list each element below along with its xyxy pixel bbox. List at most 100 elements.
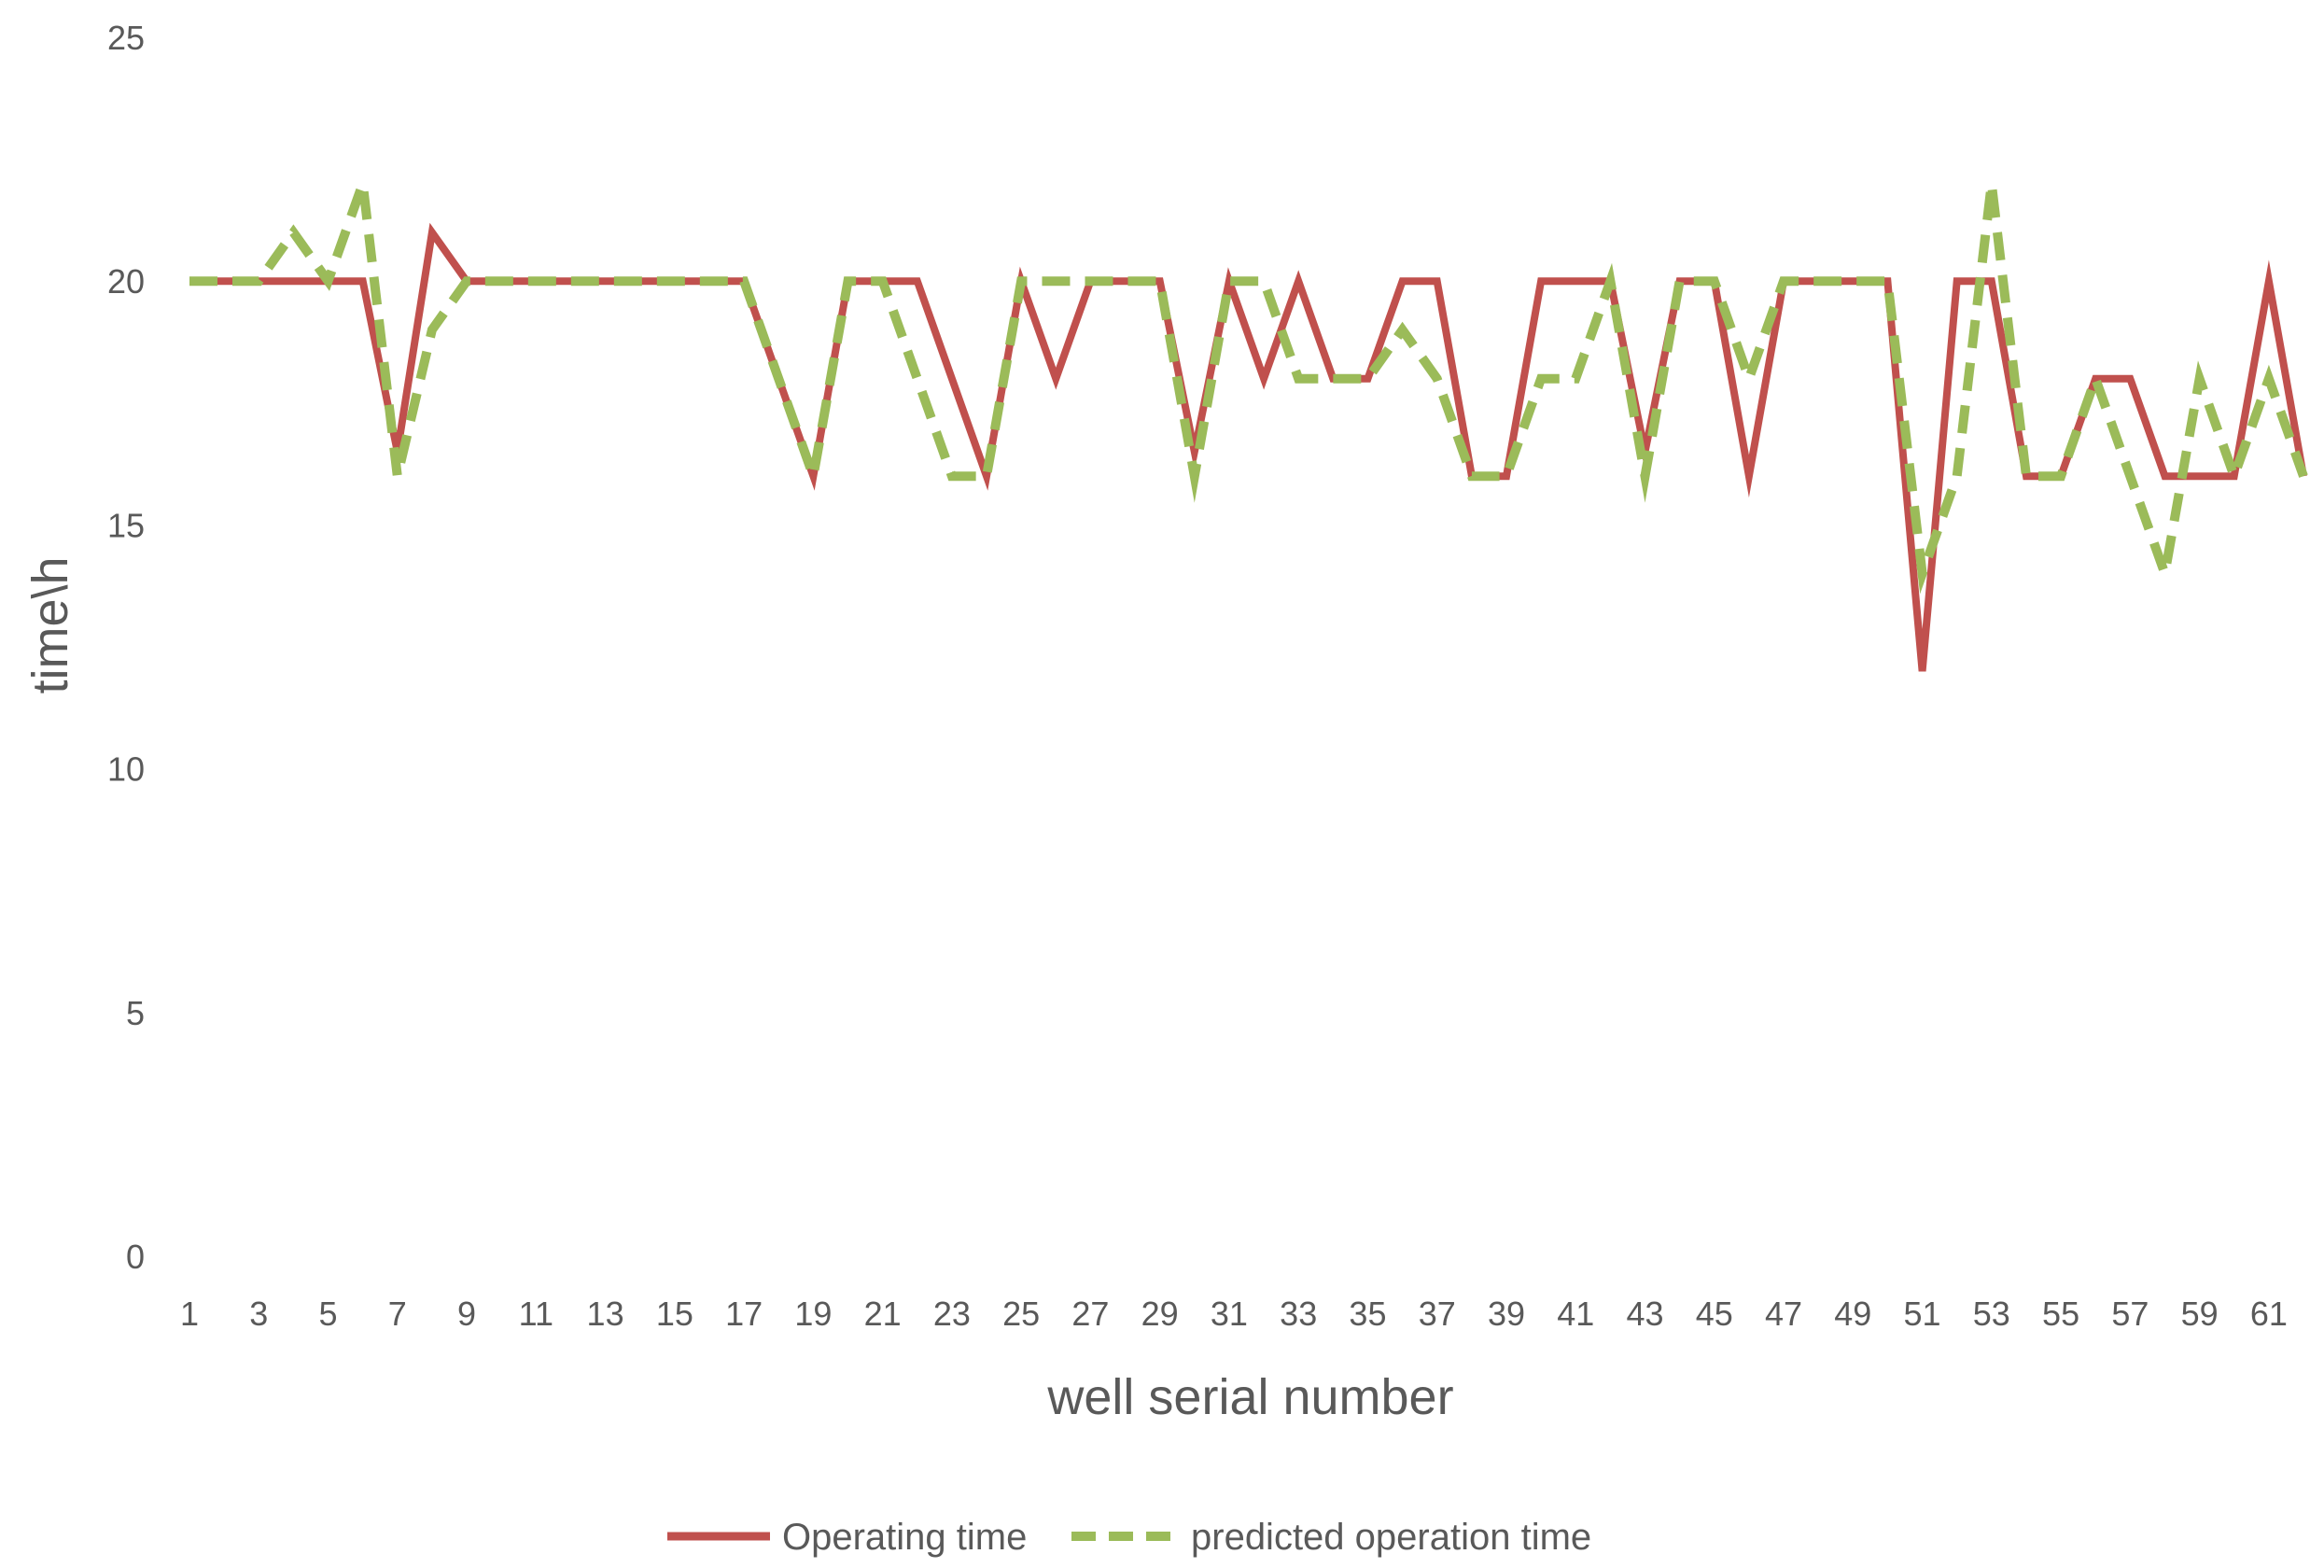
x-tick-label: 1 — [180, 1295, 199, 1333]
x-tick-label: 61 — [2250, 1295, 2288, 1333]
data-point-predicted-operation-time — [498, 278, 504, 284]
x-tick-label: 59 — [2181, 1295, 2219, 1333]
y-tick-label: 5 — [126, 994, 145, 1032]
data-point-operating-time — [1989, 278, 1995, 284]
x-tick-label: 41 — [1557, 1295, 1594, 1333]
data-point-operating-time — [1920, 668, 1925, 674]
data-point-predicted-operation-time — [1018, 278, 1024, 284]
y-tick-label: 10 — [107, 750, 145, 789]
data-point-predicted-operation-time — [1989, 181, 1995, 187]
x-tick-label: 29 — [1141, 1295, 1179, 1333]
data-point-predicted-operation-time — [1746, 376, 1752, 382]
x-tick-label: 19 — [794, 1295, 832, 1333]
data-point-predicted-operation-time — [707, 278, 712, 284]
x-tick-label: 45 — [1696, 1295, 1733, 1333]
y-axis-ticks: 0 5 10 15 20 25 — [107, 19, 145, 1276]
data-point-operating-time — [2266, 278, 2272, 284]
data-point-predicted-operation-time — [880, 278, 886, 284]
x-tick-label: 49 — [1834, 1295, 1871, 1333]
data-point-operating-time — [1954, 278, 1960, 284]
data-point-predicted-operation-time — [2266, 376, 2272, 382]
data-point-predicted-operation-time — [776, 376, 781, 382]
data-point-predicted-operation-time — [533, 278, 539, 284]
data-point-predicted-operation-time — [1643, 473, 1648, 479]
data-point-predicted-operation-time — [1538, 376, 1544, 382]
x-tick-label: 43 — [1626, 1295, 1663, 1333]
data-point-predicted-operation-time — [1712, 278, 1717, 284]
data-point-predicted-operation-time — [1400, 327, 1406, 332]
data-point-predicted-operation-time — [1815, 278, 1821, 284]
x-tick-label: 7 — [388, 1295, 407, 1333]
data-point-operating-time — [1192, 449, 1197, 455]
data-point-operating-time — [2127, 376, 2133, 382]
data-point-operating-time — [290, 278, 296, 284]
data-point-predicted-operation-time — [1435, 376, 1440, 382]
data-point-predicted-operation-time — [846, 278, 851, 284]
x-tick-label: 37 — [1419, 1295, 1456, 1333]
data-point-predicted-operation-time — [1884, 278, 1890, 284]
data-point-predicted-operation-time — [810, 473, 816, 479]
data-point-predicted-operation-time — [1330, 376, 1336, 382]
legend-label-operating-time: Operating time — [782, 1517, 1027, 1558]
data-point-operating-time — [1746, 473, 1752, 479]
x-tick-label: 51 — [1904, 1295, 1941, 1333]
data-point-operating-time — [2163, 473, 2168, 479]
data-point-predicted-operation-time — [1781, 278, 1786, 284]
x-tick-label: 25 — [1002, 1295, 1040, 1333]
data-point-predicted-operation-time — [567, 278, 573, 284]
data-point-predicted-operation-time — [1850, 278, 1855, 284]
data-point-predicted-operation-time — [603, 278, 609, 284]
data-point-predicted-operation-time — [949, 473, 955, 479]
data-point-predicted-operation-time — [2232, 473, 2237, 479]
data-point-predicted-operation-time — [1504, 473, 1509, 479]
data-point-operating-time — [949, 376, 955, 382]
x-tick-label: 11 — [519, 1295, 553, 1333]
data-point-predicted-operation-time — [1192, 473, 1197, 479]
legend: Operating time predicted operation time — [667, 1517, 1591, 1558]
data-point-operating-time — [1435, 278, 1440, 284]
data-point-predicted-operation-time — [1365, 376, 1371, 382]
data-point-predicted-operation-time — [1157, 278, 1163, 284]
x-tick-label: 53 — [1973, 1295, 2010, 1333]
data-point-predicted-operation-time — [256, 278, 261, 284]
x-tick-label: 31 — [1211, 1295, 1248, 1333]
data-point-predicted-operation-time — [1261, 278, 1267, 284]
data-point-predicted-operation-time — [672, 278, 678, 284]
data-point-predicted-operation-time — [2093, 376, 2098, 382]
x-tick-label: 9 — [457, 1295, 476, 1333]
data-point-operating-time — [2197, 473, 2203, 479]
data-point-operating-time — [915, 278, 920, 284]
data-point-operating-time — [1261, 376, 1267, 382]
x-axis-title: well serial number — [1046, 1369, 1453, 1425]
data-point-predicted-operation-time — [2197, 376, 2203, 382]
x-tick-label: 33 — [1280, 1295, 1317, 1333]
data-point-predicted-operation-time — [1123, 278, 1128, 284]
y-tick-label: 15 — [107, 506, 145, 544]
data-point-predicted-operation-time — [1573, 376, 1578, 382]
data-point-predicted-operation-time — [1607, 278, 1613, 284]
data-point-operating-time — [1400, 278, 1406, 284]
y-axis-title: time\h — [22, 556, 78, 693]
data-point-predicted-operation-time — [290, 230, 296, 235]
legend-label-predicted-operation-time: predicted operation time — [1191, 1517, 1591, 1558]
data-point-operating-time — [1538, 278, 1544, 284]
x-tick-label: 57 — [2111, 1295, 2149, 1333]
x-tick-label: 35 — [1349, 1295, 1386, 1333]
x-tick-label: 15 — [656, 1295, 693, 1333]
series-line-predicted-operation-time — [189, 144, 2308, 595]
x-tick-label: 17 — [725, 1295, 763, 1333]
data-point-predicted-operation-time — [637, 278, 643, 284]
data-point-predicted-operation-time — [1295, 376, 1301, 382]
data-point-predicted-operation-time — [2127, 473, 2133, 479]
y-tick-label: 25 — [107, 19, 145, 57]
data-point-predicted-operation-time — [360, 181, 366, 187]
x-tick-label: 27 — [1071, 1295, 1109, 1333]
x-axis-ticks: 1 3 5 7 9 11 13 15 17 19 21 23 25 27 29 31 33 35 37 39 41 43 4… — [180, 1295, 2288, 1333]
data-point-operating-time — [1053, 376, 1058, 382]
x-tick-label: 21 — [864, 1295, 902, 1333]
data-point-predicted-operation-time — [221, 278, 227, 284]
data-point-predicted-operation-time — [1087, 278, 1093, 284]
x-tick-label: 55 — [2042, 1295, 2079, 1333]
data-point-predicted-operation-time — [741, 278, 747, 284]
